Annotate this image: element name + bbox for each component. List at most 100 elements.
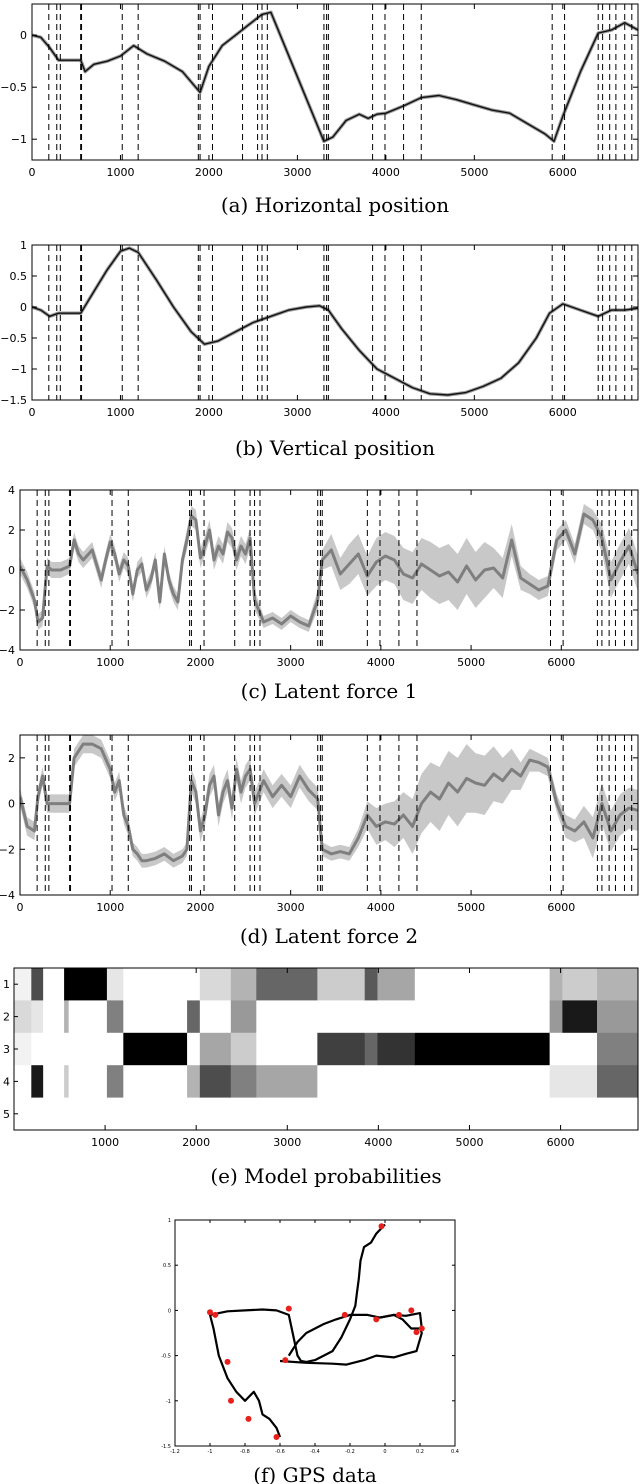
chart-caption: (e) Model probabilities <box>210 1164 441 1188</box>
x-tick-label: 0.4 <box>451 1449 459 1455</box>
heatmap-cell <box>199 1000 232 1034</box>
gps-point <box>282 1357 289 1364</box>
x-tick-label: -0.6 <box>275 1449 285 1455</box>
x-tick-label: 6000 <box>549 406 577 419</box>
heatmap-cell <box>377 968 416 1001</box>
y-tick-label: 2 <box>8 524 15 537</box>
heatmap-cell <box>68 1065 108 1099</box>
x-tick-label: 1000 <box>91 1136 119 1149</box>
x-tick-label: 2000 <box>195 406 223 419</box>
heatmap-cell <box>14 1032 32 1066</box>
heatmap-cell <box>256 1000 318 1034</box>
gps-point <box>212 1311 219 1318</box>
heatmap-cell <box>106 1097 124 1131</box>
y-tick-label: 0 <box>8 564 15 577</box>
uncertainty-band <box>20 504 638 632</box>
heatmap-cell <box>14 968 32 1001</box>
series-line <box>20 512 638 628</box>
heatmap-cell <box>414 1097 551 1131</box>
heatmap-cell <box>377 1000 416 1034</box>
uncertainty-band <box>20 735 638 868</box>
heatmap-cell <box>106 968 124 1001</box>
x-tick-label: 0 <box>17 656 24 669</box>
heatmap-cell <box>377 1065 416 1099</box>
heatmap-cell <box>123 1097 188 1131</box>
heatmap-cell <box>597 1065 639 1099</box>
heatmap-cell <box>123 1032 188 1066</box>
y-tick-label: 2 <box>8 752 15 765</box>
x-tick-label: 4000 <box>364 1136 392 1149</box>
heatmap-cell <box>68 968 108 1001</box>
x-tick-label: 3000 <box>277 656 305 669</box>
gps-point <box>378 1223 385 1230</box>
x-tick-label: 5000 <box>460 166 488 179</box>
y-tick-label: −1.5 <box>0 394 27 407</box>
x-tick-label: 3000 <box>283 166 311 179</box>
heatmap-cell <box>199 1097 232 1131</box>
heatmap-cell <box>106 1000 124 1034</box>
heatmap-cell <box>256 1065 318 1099</box>
heatmap-cell <box>230 1097 257 1131</box>
y-tick-label: −4 <box>0 644 15 657</box>
heatmap-cell <box>43 1032 65 1066</box>
heatmap-cell <box>364 1000 378 1034</box>
heatmap-cell <box>31 1000 44 1034</box>
gps-point <box>228 1397 234 1404</box>
heatmap-cell <box>31 968 44 1001</box>
x-tick-label: 4000 <box>372 166 400 179</box>
x-tick-label: 2000 <box>195 166 223 179</box>
heatmap-cell <box>597 968 639 1001</box>
heatmap-cell <box>123 968 188 1001</box>
heatmap-cell <box>549 1000 563 1034</box>
heatmap-cell <box>187 1032 201 1066</box>
heatmap-cell <box>187 1097 201 1131</box>
x-tick-label: 5000 <box>457 656 485 669</box>
series-line <box>32 11 638 143</box>
x-tick-label: -0.4 <box>310 1449 320 1455</box>
heatmap-cell <box>14 1065 32 1099</box>
heatmap-cell <box>187 1000 201 1034</box>
heatmap-cell <box>317 1097 366 1131</box>
plot-frame <box>19 489 639 651</box>
y-tick-label: 0 <box>20 301 27 314</box>
y-tick-label: -1 <box>166 1399 171 1405</box>
y-tick-label: 3 <box>3 1043 10 1056</box>
heatmap-cell <box>364 968 378 1001</box>
chart-caption: (d) Latent force 2 <box>240 924 418 948</box>
x-tick-label: 0 <box>29 406 36 419</box>
x-tick-label: 5000 <box>457 901 485 914</box>
heatmap-cell <box>64 1032 70 1066</box>
plot-frame <box>174 1219 456 1447</box>
heatmap-cell <box>199 968 232 1001</box>
heatmap-cell <box>43 1097 65 1131</box>
heatmap-cell <box>562 1032 598 1066</box>
chart-caption: (f) GPS data <box>253 1463 377 1484</box>
heatmap-cell <box>597 1000 639 1034</box>
heatmap-cell <box>549 1065 563 1099</box>
x-tick-label: 5000 <box>455 1136 483 1149</box>
gps-point <box>207 1309 213 1316</box>
plot-area <box>20 735 638 868</box>
heatmap-cell <box>364 1032 378 1066</box>
heatmap-cell <box>256 1032 318 1066</box>
plot-area <box>32 246 638 397</box>
heatmap-cell <box>14 1097 32 1131</box>
heatmap-cell <box>31 1032 44 1066</box>
x-tick-label: 3000 <box>283 406 311 419</box>
series-line <box>32 247 638 396</box>
y-tick-label: -0.5 <box>161 1354 171 1360</box>
heatmap-cell <box>187 1065 201 1099</box>
heatmap-cell <box>43 968 65 1001</box>
series-halo <box>32 246 638 397</box>
x-tick-label: -0.2 <box>345 1449 355 1455</box>
heatmap-cell <box>123 1065 188 1099</box>
heatmap-cell <box>549 1032 563 1066</box>
heatmap-cell <box>123 1000 188 1034</box>
x-tick-label: 0 <box>29 166 36 179</box>
heatmap-cell <box>106 1065 124 1099</box>
heatmap-cell <box>106 1032 124 1066</box>
y-tick-label: −2 <box>0 604 15 617</box>
heatmap-cell <box>317 1000 366 1034</box>
y-tick-label: 0 <box>168 1308 171 1314</box>
